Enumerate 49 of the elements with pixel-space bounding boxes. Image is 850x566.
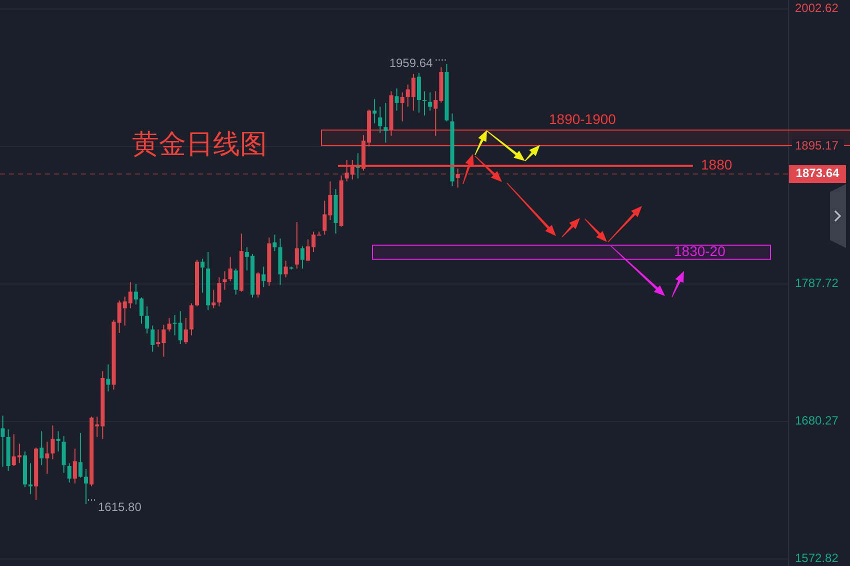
candlestick bbox=[416, 72, 421, 114]
candlestick bbox=[0, 415, 5, 468]
y-tick-label: 2002.62 bbox=[795, 1, 839, 16]
y-tick-label: 1895.17 bbox=[795, 138, 839, 153]
candlestick bbox=[228, 256, 232, 282]
band-label: 1830-20 bbox=[674, 242, 726, 259]
candlestick bbox=[106, 364, 110, 392]
ref-line-label: 1880 bbox=[701, 156, 732, 173]
candlestick bbox=[262, 266, 266, 288]
candlestick bbox=[234, 268, 238, 296]
candlestick bbox=[222, 270, 227, 290]
candlestick bbox=[300, 246, 304, 270]
y-tick-label: 1787.72 bbox=[795, 276, 839, 290]
annotation: 1959.64 bbox=[389, 56, 434, 70]
y-tick-label: 1680.27 bbox=[795, 414, 839, 428]
candlestick bbox=[284, 260, 288, 278]
candlestick bbox=[200, 258, 205, 294]
candlestick bbox=[294, 222, 299, 270]
candlestick bbox=[384, 102, 388, 144]
candlestick bbox=[50, 424, 55, 460]
candlestick bbox=[256, 272, 260, 298]
candlestick bbox=[56, 430, 60, 452]
text: 黄金日线图 bbox=[132, 129, 267, 159]
candlestick bbox=[45, 441, 50, 474]
candlestick bbox=[150, 325, 155, 352]
candlestick bbox=[184, 317, 188, 345]
candlestick bbox=[217, 276, 222, 307]
candlestick bbox=[428, 92, 432, 112]
candlestick bbox=[167, 317, 172, 332]
candlestick bbox=[72, 448, 77, 484]
y-tick-label: 1572.82 bbox=[795, 551, 839, 566]
candlestick bbox=[400, 92, 404, 122]
candlestick bbox=[212, 289, 216, 309]
candlestick bbox=[394, 88, 399, 112]
candlestick bbox=[28, 462, 33, 495]
candlestick bbox=[40, 430, 44, 466]
band-label: 1890-1900 bbox=[549, 111, 616, 128]
candlestick bbox=[78, 432, 82, 478]
candlestick bbox=[456, 168, 460, 188]
candlestick bbox=[62, 436, 66, 474]
candlestick bbox=[67, 462, 72, 483]
ref-line-label: 1873.64 bbox=[796, 166, 840, 180]
candlestick bbox=[378, 106, 382, 134]
candlestick bbox=[145, 306, 150, 334]
candlestick bbox=[422, 90, 427, 116]
candlestick bbox=[84, 468, 88, 504]
candlestick bbox=[372, 98, 377, 124]
annotation: 1615.80 bbox=[98, 500, 142, 514]
candlestick bbox=[272, 234, 277, 252]
